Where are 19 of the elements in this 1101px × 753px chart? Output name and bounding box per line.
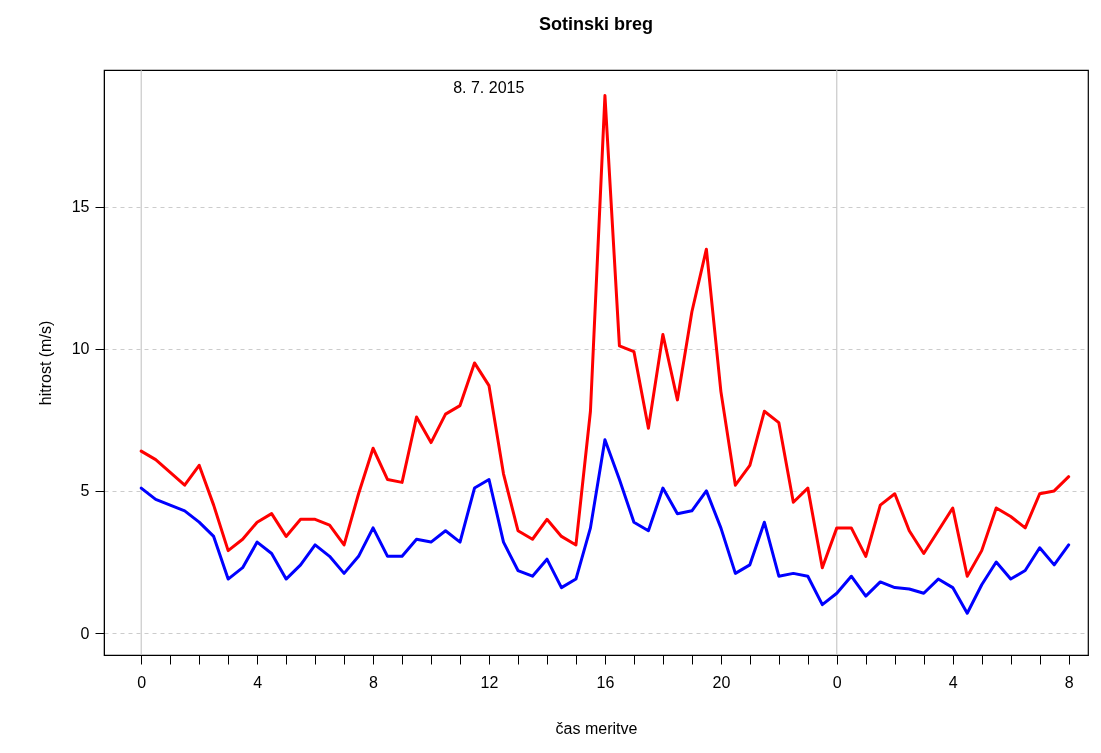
y-tick-label: 15 — [71, 198, 90, 216]
x-tick-label: 8 — [1064, 673, 1074, 691]
line-series — [139, 438, 1071, 615]
y-axis-title: hitrost (m/s) — [36, 320, 54, 406]
x-tick-label: 4 — [253, 673, 263, 691]
x-tick-label: 12 — [480, 673, 499, 691]
y-tick-label: 5 — [80, 482, 90, 500]
x-tick-label: 16 — [596, 673, 615, 691]
x-tick-label: 0 — [137, 673, 147, 691]
y-tick-label: 0 — [80, 624, 90, 642]
x-tick-label: 8 — [369, 673, 379, 691]
chart-title: Sotinski breg — [538, 13, 654, 34]
annotation: 8. 7. 2015 — [453, 79, 525, 96]
x-tick-label: 20 — [712, 673, 731, 691]
x-axis-title: čas meritve — [555, 719, 638, 737]
y-tick-label: 10 — [71, 340, 90, 358]
line-series — [139, 94, 1071, 578]
x-tick-label: 4 — [948, 673, 958, 691]
x-tick-label: 0 — [832, 673, 842, 691]
